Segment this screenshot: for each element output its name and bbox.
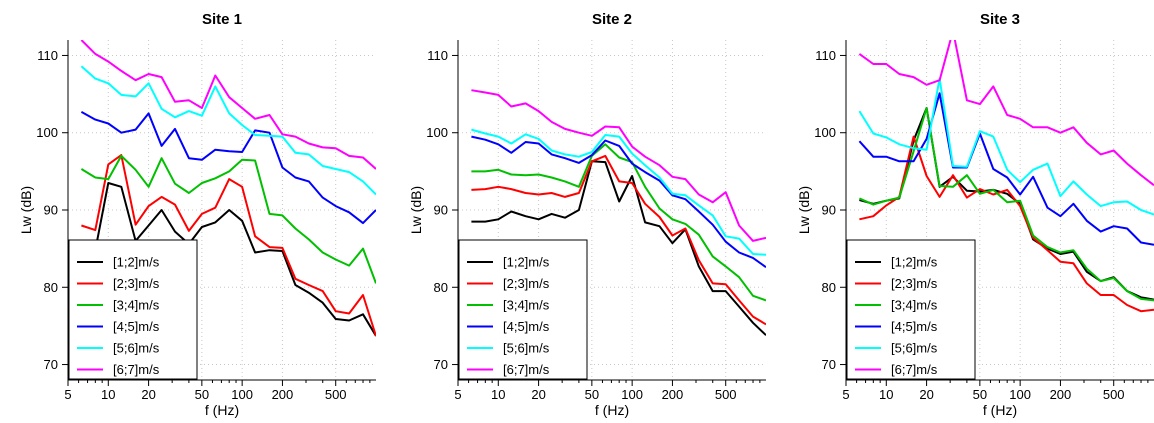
legend-label: [6;7]m/s xyxy=(113,362,160,377)
y-tick-label: 90 xyxy=(822,203,836,218)
x-axis-label: f (Hz) xyxy=(595,402,629,418)
y-axis-label: Lw (dB) xyxy=(408,186,424,234)
legend-label: [2;3]m/s xyxy=(113,276,160,291)
legend-label: [2;3]m/s xyxy=(891,276,938,291)
x-tick-label: 500 xyxy=(325,387,347,402)
legend-label: [4;5]m/s xyxy=(113,319,160,334)
chart-panel-1: Site 1 5 10 20 50 100 200 500 70 80 90 100 110 f (Hz)… xyxy=(18,11,376,418)
series-line xyxy=(858,77,1154,216)
legend-label: [5;6]m/s xyxy=(891,341,938,356)
x-tick-label: 5 xyxy=(454,387,461,402)
chart-title: Site 3 xyxy=(980,11,1020,28)
legend: [1;2]m/s [2;3]m/s [3;4]m/s [4;5]m/s [5;6]m/s… xyxy=(458,239,588,380)
x-tick-label: 10 xyxy=(491,387,505,402)
x-tick-label: 200 xyxy=(1050,387,1072,402)
legend-label: [4;5]m/s xyxy=(503,319,550,334)
x-tick-label: 20 xyxy=(141,387,155,402)
x-axis-label: f (Hz) xyxy=(983,402,1017,418)
legend-label: [1;2]m/s xyxy=(113,255,160,270)
x-tick-label: 500 xyxy=(715,387,737,402)
series-line xyxy=(80,182,376,337)
series-line xyxy=(471,135,766,269)
y-tick-label: 100 xyxy=(36,125,58,140)
x-tick-label: 100 xyxy=(231,387,253,402)
x-tick-label: 100 xyxy=(1009,387,1031,402)
legend-label: [3;4]m/s xyxy=(503,298,550,313)
legend-label: [1;2]m/s xyxy=(891,255,938,270)
series-line xyxy=(859,135,1154,313)
series-line xyxy=(80,65,376,196)
x-tick-label: 20 xyxy=(531,387,545,402)
legend-box xyxy=(846,239,976,380)
legend-label: [1;2]m/s xyxy=(503,255,550,270)
chart-title: Site 1 xyxy=(202,11,242,28)
y-tick-label: 70 xyxy=(44,357,58,372)
series-lines xyxy=(80,40,376,337)
y-tick-label: 80 xyxy=(434,280,448,295)
legend-label: [4;5]m/s xyxy=(891,319,938,334)
series-line xyxy=(80,154,376,284)
y-tick-label: 100 xyxy=(814,125,836,140)
series-line xyxy=(858,92,1154,246)
series-lines xyxy=(471,89,766,336)
series-line xyxy=(858,107,1154,302)
x-tick-label: 50 xyxy=(585,387,599,402)
series-lines xyxy=(858,40,1154,313)
x-tick-label: 50 xyxy=(973,387,987,402)
legend-label: [5;6]m/s xyxy=(503,341,550,356)
legend-label: [2;3]m/s xyxy=(503,276,550,291)
series-line xyxy=(858,40,1154,187)
legend-label: [3;4]m/s xyxy=(113,298,160,313)
legend-box xyxy=(458,239,588,380)
chart-title: Site 2 xyxy=(592,11,632,28)
y-tick-label: 110 xyxy=(815,48,836,63)
y-tick-label: 110 xyxy=(37,48,58,63)
y-tick-label: 100 xyxy=(426,125,448,140)
legend-label: [6;7]m/s xyxy=(891,362,938,377)
series-line xyxy=(471,160,766,336)
x-tick-label: 200 xyxy=(272,387,294,402)
legend-label: [6;7]m/s xyxy=(503,362,550,377)
x-tick-label: 5 xyxy=(64,387,71,402)
legend: [1;2]m/s [2;3]m/s [3;4]m/s [4;5]m/s [5;6]m/s… xyxy=(846,239,976,380)
legend: [1;2]m/s [2;3]m/s [3;4]m/s [4;5]m/s [5;6]m/s… xyxy=(68,239,198,380)
y-tick-label: 110 xyxy=(427,48,448,63)
series-line xyxy=(471,143,766,302)
y-axis-label: Lw (dB) xyxy=(796,186,812,234)
y-tick-label: 80 xyxy=(822,280,836,295)
x-tick-label: 200 xyxy=(662,387,684,402)
y-tick-label: 90 xyxy=(44,203,58,218)
chart-panel-3: Site 3 5 10 20 50 100 200 500 70 80 90 100 110 f (Hz)… xyxy=(796,11,1154,418)
x-tick-label: 100 xyxy=(621,387,643,402)
series-line xyxy=(471,154,766,326)
series-line xyxy=(80,40,376,170)
x-axis-label: f (Hz) xyxy=(205,402,239,418)
x-tick-label: 5 xyxy=(842,387,849,402)
y-axis-label: Lw (dB) xyxy=(18,186,34,234)
x-tick-label: 20 xyxy=(919,387,933,402)
y-tick-label: 90 xyxy=(434,203,448,218)
legend-label: [3;4]m/s xyxy=(891,298,938,313)
x-tick-label: 10 xyxy=(101,387,115,402)
legend-box xyxy=(68,239,198,380)
chart-panel-2: Site 2 5 10 20 50 100 200 500 70 80 90 100 110 f (Hz)… xyxy=(408,11,766,418)
y-tick-label: 70 xyxy=(434,357,448,372)
y-tick-label: 70 xyxy=(822,357,836,372)
series-line xyxy=(471,128,766,256)
series-line xyxy=(80,111,376,225)
legend-label: [5;6]m/s xyxy=(113,341,160,356)
x-tick-label: 500 xyxy=(1103,387,1125,402)
series-line xyxy=(81,154,376,337)
series-line xyxy=(471,89,766,242)
x-tick-label: 10 xyxy=(879,387,893,402)
x-tick-label: 50 xyxy=(195,387,209,402)
y-tick-label: 80 xyxy=(44,280,58,295)
